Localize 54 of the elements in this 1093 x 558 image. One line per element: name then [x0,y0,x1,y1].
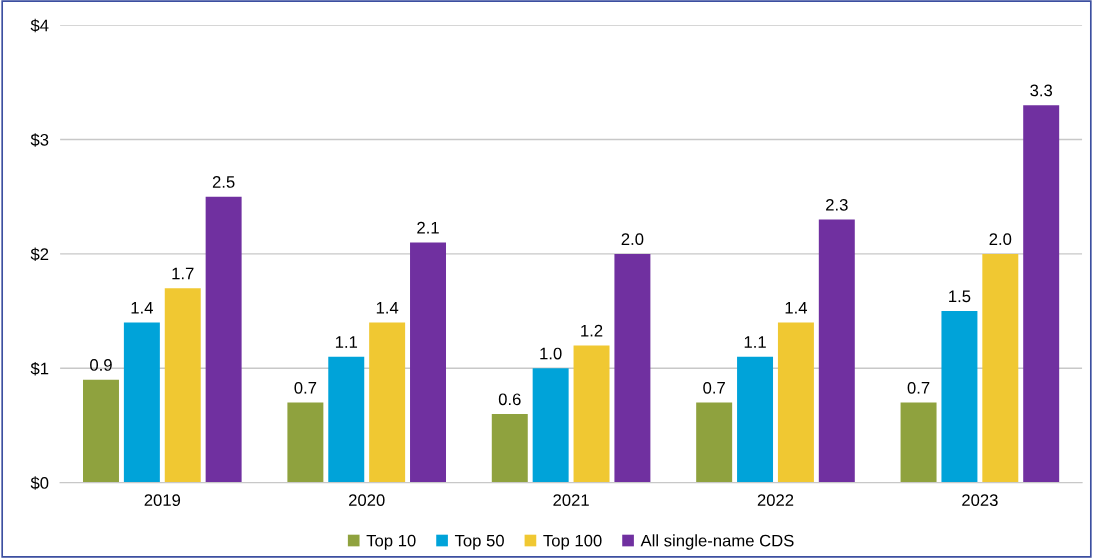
data-label: 1.5 [949,290,971,303]
data-label: 0.6 [498,393,521,406]
legend-label: All single-name CDS [640,534,794,550]
bar [982,253,1019,483]
bar [777,322,814,483]
x-tick-label: 2019 [144,494,181,507]
y-tick-label: $3 [30,133,49,147]
data-label: 1.0 [540,347,562,360]
bar [1023,105,1060,483]
y-tick-label: $2 [30,247,49,262]
data-label: 0.7 [703,381,725,394]
y-tick-label: $1 [30,361,49,376]
data-label: 0.7 [907,381,930,394]
bar [491,414,528,483]
bar [328,356,365,483]
data-label: 2.0 [621,233,644,246]
bar [573,345,610,483]
bar [818,219,855,483]
data-label: 2.5 [212,176,235,188]
bar [164,288,201,483]
data-label: 2.1 [417,221,439,234]
data-label: 1.2 [581,324,603,337]
bar [614,253,651,483]
data-label: 0.7 [294,381,317,394]
data-label: 0.9 [90,359,112,371]
x-tick-label: 2020 [349,494,385,507]
data-label: 1.4 [376,302,399,314]
bar [737,356,774,483]
data-label: 1.4 [785,302,808,314]
data-label: 2.3 [826,198,848,211]
data-label: 1.7 [172,267,194,280]
y-tick-label: $0 [30,476,49,490]
bar [205,196,242,483]
x-tick-label: 2021 [553,494,589,507]
x-tick-label: 2023 [962,494,998,507]
bar [287,402,324,483]
data-label: 1.1 [335,336,358,348]
data-label: 1.4 [131,302,153,314]
bar [900,402,937,483]
bar [83,379,119,483]
x-tick-label: 2022 [757,494,794,507]
bar [123,322,160,483]
legend-label: Top 50 [454,534,504,550]
legend-label: Top 10 [366,534,416,550]
bar [696,402,733,483]
bar [941,311,978,483]
data-label: 1.1 [744,336,766,348]
data-label: 2.0 [989,233,1012,246]
y-tick-label: $4 [30,18,49,33]
bar [369,322,406,483]
bar [532,368,569,483]
data-label: 3.3 [1030,84,1053,97]
bar [410,242,447,483]
legend-label: Top 100 [543,534,602,550]
